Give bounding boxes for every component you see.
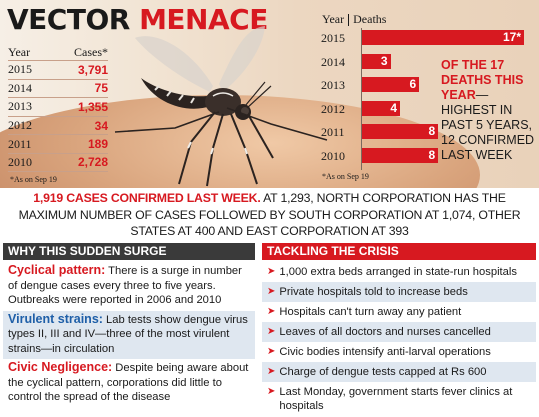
surge-section-civic: Civic Negligence: Despite being aware ab…: [3, 359, 255, 408]
cases-value: 1,355: [77, 99, 108, 114]
table-row: 2010 2,728: [8, 152, 108, 172]
deaths-bar-year: 2014: [321, 54, 345, 69]
crisis-item-text: Civic bodies intensify anti-larval opera…: [279, 346, 491, 358]
deaths-callout-text: —HIGHEST IN PAST 5 YEARS, 12 CONFIRMED L…: [441, 88, 535, 162]
deaths-bar-row: 2010 8: [318, 148, 528, 164]
surge-section-cyclical: Cyclical pattern: There is a surge in nu…: [3, 262, 255, 311]
cases-year: 2010: [8, 154, 32, 169]
cases-value: 189: [87, 137, 108, 152]
surge-section-title: Civic Negligence:: [8, 360, 113, 374]
arrow-right-icon: ➤: [267, 286, 276, 297]
crisis-item-text: Leaves of all doctors and nurses cancell…: [279, 326, 491, 338]
list-item: ➤ Private hospitals told to increase bed…: [262, 282, 536, 302]
list-item: ➤ 1,000 extra beds arranged in state-run…: [262, 262, 536, 282]
deaths-bar-year: 2013: [321, 78, 345, 93]
surge-section-title: Virulent strains:: [8, 311, 103, 326]
deaths-bar: 17*: [362, 30, 524, 45]
deaths-bar: 8: [362, 148, 439, 163]
deaths-bar-chart: 2015 17* 2014 3 2013 6 2012 4 2011 8 2010 8: [318, 28, 528, 173]
cases-label: Cases*: [74, 45, 108, 59]
surge-section-title: Cyclical pattern:: [8, 263, 106, 277]
list-item: ➤ Hospitals can't turn away any patient: [262, 302, 536, 322]
deaths-bar-year: 2012: [321, 101, 345, 116]
surge-section-text: Lab tests show dengue virus types II, II…: [8, 313, 248, 355]
deaths-callout: OF THE 17 DEATHS THIS YEAR—HIGHEST IN PA…: [441, 58, 537, 163]
deaths-bar-label: 8: [428, 124, 436, 139]
surge-section-text: There is a surge in number of dengue cas…: [8, 265, 242, 306]
deaths-bar-row: 2014 3: [318, 53, 528, 70]
deaths-bar-label: 3: [380, 53, 388, 68]
table-row: 2013 1,355: [8, 97, 108, 116]
deaths-bar-row: 2013 6: [318, 77, 528, 93]
cases-year: 2011: [8, 136, 32, 151]
deaths-bar-row: 2011 8: [318, 124, 528, 140]
arrow-right-icon: ➤: [267, 306, 276, 317]
deaths-bar-label: 8: [428, 148, 436, 162]
summary-body: AT 1,293, NORTH CORPORATION HAS THE MAXI…: [18, 191, 521, 238]
list-item: ➤ Leaves of all doctors and nurses cance…: [262, 322, 536, 342]
cases-year-label: Year: [8, 45, 31, 59]
crisis-item-text: 1,000 extra beds arranged in state-run h…: [279, 266, 517, 278]
cases-table-header: Year Cases*: [8, 45, 108, 60]
crisis-item-text: Hospitals can't turn away any patient: [279, 306, 462, 318]
crisis-panel: ➤ 1,000 extra beds arranged in state-run…: [262, 262, 536, 416]
cases-value: 3,791: [77, 62, 108, 77]
deaths-bar-year: 2010: [321, 149, 345, 163]
deaths-bar-year: 2011: [321, 125, 345, 140]
cases-year: 2015: [8, 62, 32, 77]
surge-panel-header: WHY THIS SUDDEN SURGE: [3, 243, 255, 260]
mosquito-icon: [114, 26, 328, 187]
surge-panel: Cyclical pattern: There is a surge in nu…: [3, 262, 255, 408]
crisis-panel-header: TACKLING THE CRISIS: [262, 243, 536, 260]
arrow-right-icon: ➤: [267, 346, 276, 357]
deaths-bar-row: 2015 17*: [318, 30, 528, 46]
infographic-banner: VECTOR MENACE Year Cases* 2015: [0, 0, 539, 188]
arrow-right-icon: ➤: [267, 326, 276, 337]
cases-footnote: *As on Sep 19: [10, 175, 57, 184]
deaths-bar-label: 6: [409, 77, 417, 92]
crisis-item-text: Last Monday, government starts fever cli…: [279, 386, 513, 412]
title-word-menace: MENACE: [139, 3, 268, 36]
arrow-right-icon: ➤: [267, 366, 276, 377]
cases-value: 2,728: [77, 155, 108, 170]
crisis-item-text: Charge of dengue tests capped at Rs 600: [279, 366, 487, 378]
page-title: VECTOR MENACE: [7, 4, 268, 36]
cases-table: 2015 3,791 2014 75 2013 1,355 2012 34 20…: [8, 60, 108, 172]
deaths-bar: 6: [362, 77, 420, 93]
deaths-bar: 4: [362, 100, 401, 116]
table-row: 2014 75: [8, 78, 108, 98]
surge-section-virulent: Virulent strains: Lab tests show dengue …: [3, 310, 255, 359]
deaths-chart-header: Year Deaths: [322, 12, 386, 27]
surge-section-text: Despite being aware about the cyclical p…: [8, 362, 249, 403]
deaths-label: Deaths: [353, 12, 387, 26]
cases-year: 2014: [8, 80, 32, 95]
cases-value: 75: [94, 81, 108, 96]
cases-year: 2013: [8, 99, 32, 114]
table-row: 2015 3,791: [8, 60, 108, 79]
cases-value: 34: [94, 118, 108, 133]
arrow-right-icon: ➤: [267, 266, 276, 277]
deaths-callout-highlight: OF THE 17 DEATHS THIS YEAR: [441, 58, 524, 102]
list-item: ➤ Civic bodies intensify anti-larval ope…: [262, 342, 536, 362]
table-row: 2011 189: [8, 134, 108, 153]
crisis-item-text: Private hospitals told to increase beds: [279, 286, 468, 298]
arrow-right-icon: ➤: [267, 386, 276, 397]
summary-text: 1,919 CASES CONFIRMED LAST WEEK. AT 1,29…: [4, 190, 535, 240]
header-divider: [348, 13, 350, 26]
deaths-bar-label: 17*: [502, 30, 521, 44]
deaths-year-label: Year: [322, 12, 345, 26]
deaths-chart-axis: [361, 28, 362, 170]
table-row: 2012 34: [8, 115, 108, 135]
cases-year: 2012: [8, 118, 32, 133]
deaths-bar: 8: [362, 124, 439, 140]
deaths-bar: 3: [362, 53, 391, 69]
list-item: ➤ Last Monday, government starts fever c…: [262, 382, 536, 416]
deaths-bar-year: 2015: [321, 31, 345, 45]
list-item: ➤ Charge of dengue tests capped at Rs 60…: [262, 362, 536, 382]
title-word-vector: VECTOR: [7, 3, 130, 36]
summary-highlight: 1,919 CASES CONFIRMED LAST WEEK.: [33, 191, 261, 205]
deaths-bar-label: 4: [390, 100, 398, 115]
deaths-footnote: *As on Sep 19: [322, 172, 369, 181]
deaths-bar-row: 2012 4: [318, 100, 528, 117]
